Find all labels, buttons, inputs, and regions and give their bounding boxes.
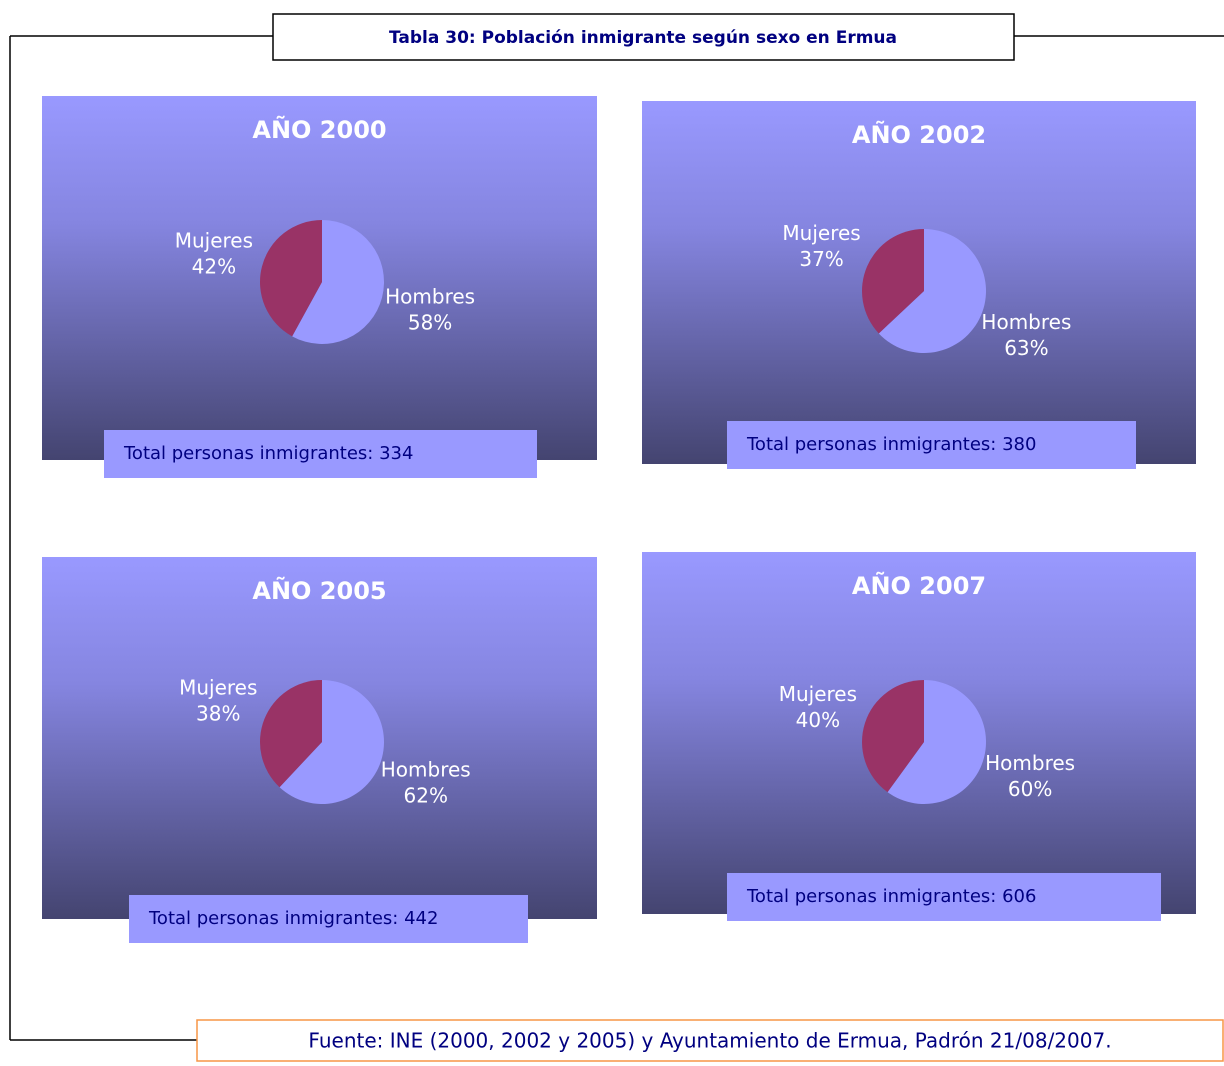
pie-slice — [260, 680, 322, 788]
chart-title: AÑO 2005 — [252, 576, 386, 605]
pie-slice — [260, 220, 322, 337]
note-box — [129, 895, 528, 943]
pie-slice — [292, 220, 385, 345]
pie-slice — [862, 229, 924, 334]
slice-value: 42% — [192, 255, 236, 279]
slice-value: 40% — [796, 708, 840, 732]
pie-slice — [279, 680, 385, 805]
note-box — [104, 430, 537, 478]
slice-label: Hombres — [981, 310, 1071, 334]
note: Total personas inmigrantes: 442 — [148, 908, 438, 929]
slice-value: 63% — [1004, 336, 1048, 360]
chart-title: AÑO 2002 — [852, 120, 986, 149]
slice-label: Mujeres — [175, 229, 253, 253]
slice-label: Hombres — [381, 758, 471, 782]
frame — [9, 13, 1224, 1041]
slice-label: Hombres — [385, 284, 475, 308]
slice-label: Hombres — [985, 751, 1075, 775]
slice-value: 37% — [799, 247, 843, 271]
source: Fuente: INE (2000, 2002 y 2005) y Ayunta… — [308, 1029, 1111, 1053]
note-box — [727, 421, 1136, 469]
note: Total personas inmigrantes: 380 — [746, 434, 1036, 455]
note: Total personas inmigrantes: 334 — [123, 443, 413, 464]
chart-title: AÑO 2000 — [252, 115, 386, 144]
slice-value: 58% — [408, 310, 452, 334]
pie-slice — [862, 680, 924, 793]
pie-slice — [887, 680, 987, 805]
slice-label: Mujeres — [782, 221, 860, 245]
slice-value: 60% — [1008, 777, 1052, 801]
slice-value: 38% — [196, 701, 240, 725]
table-title: Tabla 30: Población inmigrante según sex… — [389, 28, 897, 48]
slice-label: Mujeres — [779, 682, 857, 706]
source-box — [196, 1019, 1224, 1062]
chart-title: AÑO 2007 — [852, 571, 986, 600]
note: Total personas inmigrantes: 606 — [746, 886, 1036, 907]
slice-value: 62% — [404, 784, 448, 808]
pie-slice — [878, 229, 987, 354]
note-box — [727, 873, 1161, 921]
slice-label: Mujeres — [179, 675, 257, 699]
